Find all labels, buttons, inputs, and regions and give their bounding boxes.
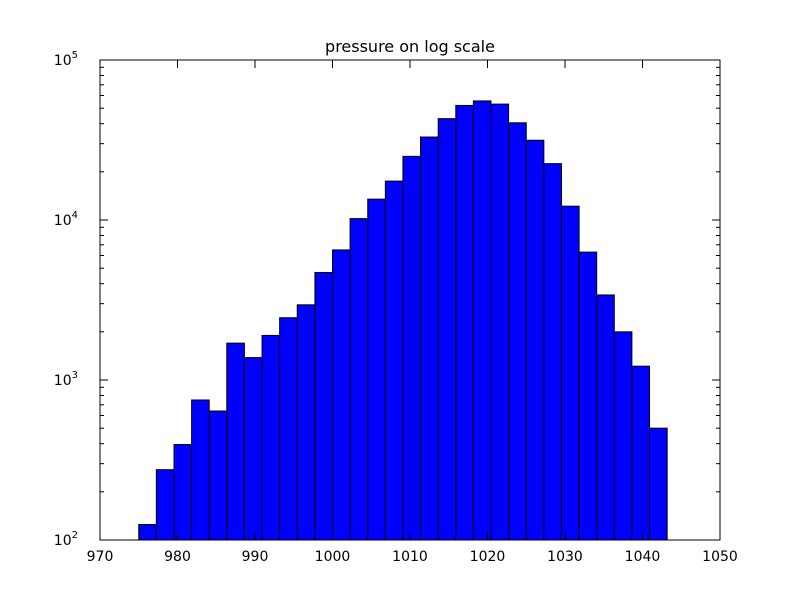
histogram-bar [596, 294, 615, 541]
y-tick-label: 102 [54, 530, 78, 549]
histogram-bar [208, 410, 228, 541]
histogram-bar [508, 122, 527, 541]
x-tick-label: 1020 [470, 549, 506, 565]
chart-title: pressure on log scale [325, 37, 495, 56]
histogram-bar [490, 103, 510, 541]
histogram-bar [384, 180, 404, 541]
histogram-bar [613, 331, 633, 541]
x-tick-label: 980 [164, 549, 191, 565]
histogram-bar [314, 271, 334, 541]
histogram-bar [191, 399, 210, 541]
ticks-group: 970 980 990 1000 1010 1020 1030 1040 1050 102 103 1… [54, 50, 738, 565]
histogram-bar [472, 100, 492, 541]
y-tick-exponent: 2 [72, 530, 78, 541]
histogram-bar [631, 365, 651, 541]
histogram-bar [279, 317, 298, 541]
histogram-bar [296, 304, 316, 541]
histogram-bar [155, 469, 175, 541]
y-tick-exponent: 5 [72, 50, 78, 61]
histogram-bar [332, 249, 351, 541]
histogram-bar [543, 163, 562, 541]
y-tick-label: 104 [54, 210, 78, 229]
histogram-bar [420, 136, 439, 541]
histogram-bar [649, 427, 668, 541]
x-tick-label: 1050 [702, 549, 738, 565]
histogram-bar [349, 218, 369, 541]
histogram-bar [561, 205, 580, 541]
histogram-bar [243, 357, 263, 541]
histogram-bar [226, 342, 245, 541]
histogram-bar [578, 251, 598, 541]
histogram-bar [402, 155, 422, 541]
histogram-bar [367, 198, 386, 541]
y-tick-exponent: 4 [72, 210, 78, 221]
x-tick-label: 1000 [315, 549, 351, 565]
y-tick-exponent: 3 [72, 370, 78, 381]
x-tick-label: 1030 [547, 549, 583, 565]
histogram-bar [455, 104, 474, 541]
plot-frame [99, 59, 721, 541]
x-tick-label: 1010 [392, 549, 428, 565]
x-tick-label: 1040 [625, 549, 661, 565]
histogram-bar [173, 444, 193, 541]
histogram-bar [138, 523, 157, 541]
y-tick-label: 103 [54, 370, 78, 389]
y-tick-label: 105 [54, 50, 78, 69]
x-tick-label: 990 [242, 549, 269, 565]
bars-group [138, 100, 668, 541]
x-tick-label: 970 [87, 549, 114, 565]
histogram-bar [525, 139, 545, 541]
histogram-bar [437, 118, 457, 541]
histogram-bar [261, 334, 281, 541]
